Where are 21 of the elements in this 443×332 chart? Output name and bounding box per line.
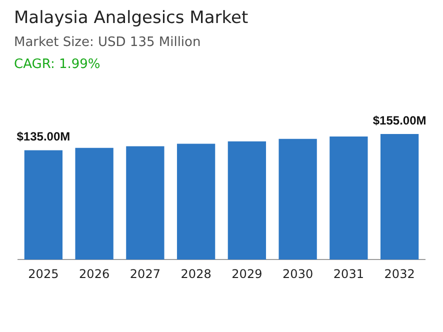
x-tick-label: 2030 [282, 266, 314, 281]
x-tick-label: 2025 [28, 266, 59, 281]
bar [380, 134, 419, 260]
data-label: $135.00M [16, 130, 70, 144]
text: CAGR: 1.99% [14, 57, 100, 72]
bar [126, 146, 164, 260]
bar [228, 141, 266, 260]
bar [278, 138, 317, 260]
bar [176, 144, 216, 260]
x-tick-label: 2027 [130, 266, 160, 281]
x-tick-label: 2029 [232, 266, 262, 281]
bar [330, 136, 368, 260]
bar [75, 148, 114, 260]
x-tick-label: 2028 [180, 266, 212, 281]
bar [24, 150, 63, 260]
data-label: $155.00M [372, 113, 426, 128]
x-tick-label: 2026 [79, 266, 110, 281]
chart-subtitle: Market Size: USD 135 Million [14, 35, 201, 50]
x-tick-label: 2032 [384, 266, 415, 281]
x-tick-label: 2031 [333, 266, 364, 281]
chart-title: Malaysia Analgesics Market [14, 8, 248, 28]
